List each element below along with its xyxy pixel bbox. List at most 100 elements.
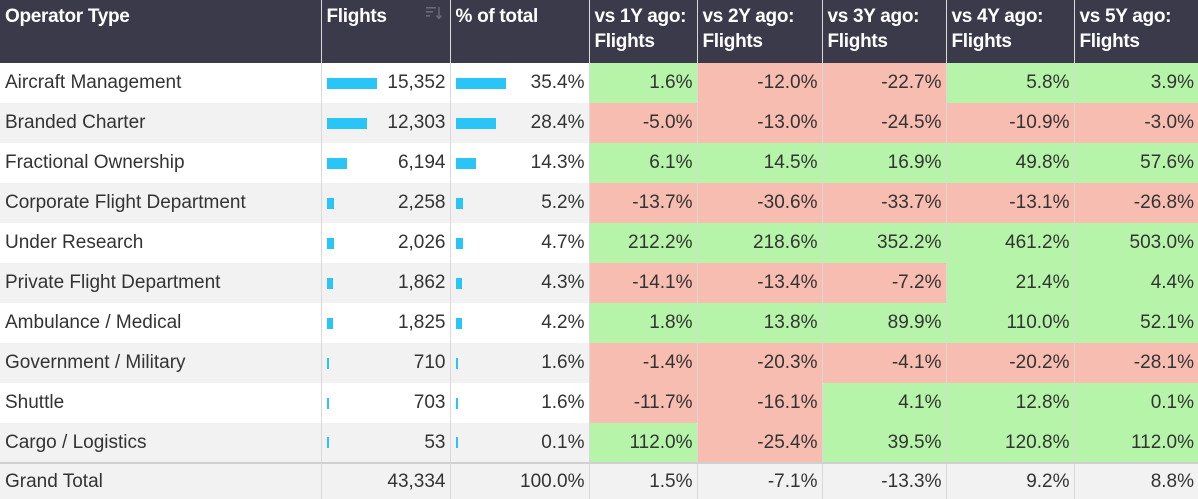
- vs-4y-cell[interactable]: 12.8%: [946, 383, 1075, 423]
- vs-5y-cell[interactable]: 57.6%: [1074, 143, 1198, 183]
- vs-1y-cell[interactable]: -5.0%: [589, 103, 698, 143]
- table-row[interactable]: Private Flight Department 1,862 4.3% -14.1%…: [0, 263, 1198, 303]
- vs-5y-cell[interactable]: 0.1%: [1074, 383, 1198, 423]
- column-header-vs-2y[interactable]: vs 2Y ago: Flights: [697, 0, 823, 63]
- vs-5y-cell[interactable]: 503.0%: [1074, 223, 1198, 263]
- column-header-flights[interactable]: Flights: [321, 0, 451, 63]
- column-header-pct-total[interactable]: % of total: [450, 0, 590, 63]
- flights-cell[interactable]: 710: [321, 343, 451, 383]
- pct-total-cell[interactable]: 4.2%: [450, 303, 590, 343]
- vs-5y-cell[interactable]: 112.0%: [1074, 423, 1198, 463]
- flights-cell[interactable]: 2,026: [321, 223, 451, 263]
- vs-4y-cell[interactable]: -10.9%: [946, 103, 1075, 143]
- vs-4y-cell[interactable]: -13.1%: [946, 183, 1075, 223]
- vs-4y-cell[interactable]: 49.8%: [946, 143, 1075, 183]
- pct-total-cell[interactable]: 1.6%: [450, 343, 590, 383]
- pct-total-cell[interactable]: 4.3%: [450, 263, 590, 303]
- operator-type-cell[interactable]: Shuttle: [0, 383, 322, 423]
- vs-2y-cell[interactable]: -25.4%: [697, 423, 823, 463]
- column-header-vs-4y[interactable]: vs 4Y ago: Flights: [946, 0, 1075, 63]
- vs-4y-cell[interactable]: 5.8%: [946, 63, 1075, 103]
- vs-1y-cell[interactable]: -1.4%: [589, 343, 698, 383]
- vs-2y-cell[interactable]: 14.5%: [697, 143, 823, 183]
- operator-type-cell[interactable]: Under Research: [0, 223, 322, 263]
- vs-4y-cell[interactable]: 461.2%: [946, 223, 1075, 263]
- vs-5y-cell[interactable]: 4.4%: [1074, 263, 1198, 303]
- table-row[interactable]: Cargo / Logistics 53 0.1% 112.0% -25.4% 39.5%…: [0, 423, 1198, 463]
- operator-type-cell[interactable]: Cargo / Logistics: [0, 423, 322, 463]
- vs-1y-cell[interactable]: -14.1%: [589, 263, 698, 303]
- grand-total-row[interactable]: Grand Total 43,334 100.0% 1.5% -7.1% -13.3% 9.…: [0, 462, 1198, 499]
- vs-4y-cell[interactable]: 120.8%: [946, 423, 1075, 463]
- table-row[interactable]: Branded Charter 12,303 28.4% -5.0% -13.0% -24…: [0, 103, 1198, 143]
- pct-total-cell[interactable]: 14.3%: [450, 143, 590, 183]
- vs-5y-cell[interactable]: 3.9%: [1074, 63, 1198, 103]
- operator-type-cell[interactable]: Ambulance / Medical: [0, 303, 322, 343]
- vs-3y-cell[interactable]: -33.7%: [822, 183, 947, 223]
- operator-type-cell[interactable]: Government / Military: [0, 343, 322, 383]
- vs-1y-cell[interactable]: -11.7%: [589, 383, 698, 423]
- table-row[interactable]: Government / Military 710 1.6% -1.4% -20.3% -…: [0, 343, 1198, 383]
- vs-1y-cell[interactable]: 112.0%: [589, 423, 698, 463]
- vs-2y-cell[interactable]: 13.8%: [697, 303, 823, 343]
- table-row[interactable]: Fractional Ownership 6,194 14.3% 6.1% 14.5% 1…: [0, 143, 1198, 183]
- vs-3y-cell[interactable]: -7.2%: [822, 263, 947, 303]
- column-header-operator-type[interactable]: Operator Type: [0, 0, 322, 63]
- table-row[interactable]: Corporate Flight Department 2,258 5.2% -13.…: [0, 183, 1198, 223]
- flights-cell[interactable]: 1,862: [321, 263, 451, 303]
- vs-2y-cell[interactable]: -13.4%: [697, 263, 823, 303]
- operator-type-cell[interactable]: Private Flight Department: [0, 263, 322, 303]
- vs-1y-cell[interactable]: 1.6%: [589, 63, 698, 103]
- vs-4y-cell[interactable]: 21.4%: [946, 263, 1075, 303]
- flights-cell[interactable]: 2,258: [321, 183, 451, 223]
- vs-3y-cell[interactable]: 352.2%: [822, 223, 947, 263]
- sort-descending-icon[interactable]: [425, 6, 442, 20]
- flights-cell[interactable]: 6,194: [321, 143, 451, 183]
- operator-type-cell[interactable]: Corporate Flight Department: [0, 183, 322, 223]
- vs-2y-cell[interactable]: -16.1%: [697, 383, 823, 423]
- operator-type-cell[interactable]: Branded Charter: [0, 103, 322, 143]
- vs-2y-cell[interactable]: -13.0%: [697, 103, 823, 143]
- column-header-vs-1y[interactable]: vs 1Y ago: Flights: [589, 0, 698, 63]
- vs-3y-cell[interactable]: -22.7%: [822, 63, 947, 103]
- vs-2y-cell[interactable]: -30.6%: [697, 183, 823, 223]
- vs-3y-cell[interactable]: 16.9%: [822, 143, 947, 183]
- table-row[interactable]: Ambulance / Medical 1,825 4.2% 1.8% 13.8% 89.…: [0, 303, 1198, 343]
- pct-total-cell[interactable]: 5.2%: [450, 183, 590, 223]
- operator-type-cell[interactable]: Fractional Ownership: [0, 143, 322, 183]
- vs-2y-cell[interactable]: -12.0%: [697, 63, 823, 103]
- vs-3y-cell[interactable]: 89.9%: [822, 303, 947, 343]
- vs-5y-cell[interactable]: -3.0%: [1074, 103, 1198, 143]
- flights-cell[interactable]: 12,303: [321, 103, 451, 143]
- vs-2y-cell[interactable]: -20.3%: [697, 343, 823, 383]
- vs-1y-cell[interactable]: 1.8%: [589, 303, 698, 343]
- operator-type-cell[interactable]: Aircraft Management: [0, 63, 322, 103]
- vs-2y-cell[interactable]: 218.6%: [697, 223, 823, 263]
- vs-3y-cell[interactable]: -4.1%: [822, 343, 947, 383]
- vs-5y-cell[interactable]: -28.1%: [1074, 343, 1198, 383]
- vs-1y-cell[interactable]: 212.2%: [589, 223, 698, 263]
- vs-1y-cell[interactable]: -13.7%: [589, 183, 698, 223]
- flights-cell[interactable]: 703: [321, 383, 451, 423]
- flights-cell[interactable]: 1,825: [321, 303, 451, 343]
- vs-1y-cell[interactable]: 6.1%: [589, 143, 698, 183]
- flights-cell[interactable]: 15,352: [321, 63, 451, 103]
- vs-5y-cell[interactable]: -26.8%: [1074, 183, 1198, 223]
- table-row[interactable]: Shuttle 703 1.6% -11.7% -16.1% 4.1% 12.8% 0.1%: [0, 383, 1198, 423]
- flights-cell[interactable]: 53: [321, 423, 451, 463]
- vs-3y-cell[interactable]: 4.1%: [822, 383, 947, 423]
- vs-3y-cell[interactable]: 39.5%: [822, 423, 947, 463]
- table-row[interactable]: Under Research 2,026 4.7% 212.2% 218.6% 352.2…: [0, 223, 1198, 263]
- column-header-vs-5y[interactable]: vs 5Y ago: Flights: [1074, 0, 1198, 63]
- column-header-vs-3y[interactable]: vs 3Y ago: Flights: [822, 0, 947, 63]
- pct-total-cell[interactable]: 0.1%: [450, 423, 590, 463]
- vs-3y-cell[interactable]: -24.5%: [822, 103, 947, 143]
- pct-total-cell[interactable]: 28.4%: [450, 103, 590, 143]
- pct-total-cell[interactable]: 35.4%: [450, 63, 590, 103]
- vs-4y-cell[interactable]: 110.0%: [946, 303, 1075, 343]
- pct-total-cell[interactable]: 4.7%: [450, 223, 590, 263]
- vs-5y-cell[interactable]: 52.1%: [1074, 303, 1198, 343]
- vs-4y-cell[interactable]: -20.2%: [946, 343, 1075, 383]
- pct-total-cell[interactable]: 1.6%: [450, 383, 590, 423]
- table-row[interactable]: Aircraft Management 15,352 35.4% 1.6% -12.0%…: [0, 63, 1198, 103]
